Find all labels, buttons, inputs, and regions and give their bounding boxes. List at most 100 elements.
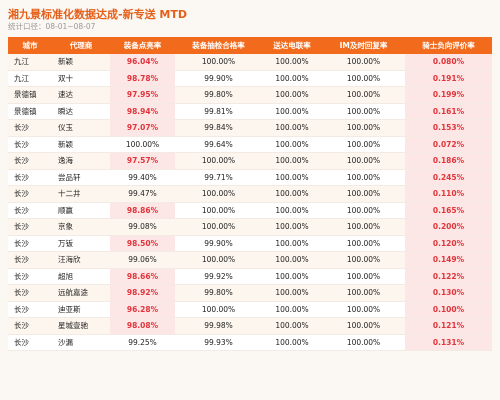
value-cell: 100.00% [262,218,322,236]
value-cell: 99.08% [110,218,175,236]
subtitle: 统计口径：08-01~08-07 [8,22,96,31]
value-cell: 100.00% [262,185,322,203]
value-cell: 99.25% [110,334,175,351]
text-cell: 九江 [8,54,52,71]
value-cell: 0.200% [405,218,492,236]
value-cell: 100.00% [262,103,322,120]
value-cell: 100.00% [262,284,322,302]
column-header: 骑士负向评价率 [405,37,492,54]
value-cell: 100.00% [322,235,405,252]
value-cell: 99.64% [175,136,262,153]
text-cell: 长沙 [8,218,52,236]
text-cell: 瞬达 [52,103,110,120]
value-cell: 100.00% [322,301,405,318]
text-cell: 长沙 [8,284,52,302]
value-cell: 100.00% [262,301,322,318]
table-row: 长沙 超旭 98.66% 99.92% 100.00% 100.00% 0.122% [8,268,492,285]
table-row: 长沙 逸海 97.57% 100.00% 100.00% 100.00% 0.186% [8,152,492,170]
value-cell: 0.245% [405,169,492,186]
value-cell: 100.00% [175,54,262,71]
text-cell: 长沙 [8,251,52,269]
table-row: 九江 新颖 96.04% 100.00% 100.00% 100.00% 0.080% [8,54,492,71]
text-cell: 长沙 [8,136,52,153]
value-cell: 0.121% [405,317,492,335]
text-cell: 汪海欣 [52,251,110,269]
value-cell: 100.00% [322,284,405,302]
text-cell: 长沙 [8,268,52,285]
value-cell: 0.191% [405,70,492,87]
value-cell: 0.149% [405,251,492,269]
table-row: 长沙 十二井 99.47% 100.00% 100.00% 100.00% 0.110% [8,185,492,203]
value-cell: 100.00% [175,152,262,170]
value-cell: 100.00% [262,334,322,351]
value-cell: 97.57% [110,152,175,170]
value-cell: 99.80% [175,284,262,302]
text-cell: 速达 [52,86,110,104]
value-cell: 99.40% [110,169,175,186]
text-cell: 长沙 [8,235,52,252]
value-cell: 99.81% [175,103,262,120]
text-cell: 长沙 [8,202,52,219]
table-body: 九江 新颖 96.04% 100.00% 100.00% 100.00% 0.080% 九江双… [8,54,492,351]
value-cell: 99.90% [175,70,262,87]
value-cell: 0.199% [405,86,492,104]
value-cell: 97.07% [110,119,175,137]
table-row: 长沙 尝品轩 99.40% 99.71% 100.00% 100.00% 0.245% [8,169,492,186]
value-cell: 98.78% [110,70,175,87]
value-cell: 0.072% [405,136,492,153]
value-cell: 100.00% [322,86,405,104]
table-row: 长沙 迪亚斯 96.28% 100.00% 100.00% 100.00% 0.100% [8,301,492,318]
value-cell: 100.00% [262,86,322,104]
table-row: 长沙 沙漏 99.25% 99.93% 100.00% 100.00% 0.131% [8,334,492,351]
value-cell: 100.00% [262,169,322,186]
value-cell: 100.00% [322,119,405,137]
text-cell: 沙漏 [52,334,110,351]
column-header: 代理商 [52,37,110,54]
value-cell: 0.186% [405,152,492,170]
value-cell: 100.00% [262,152,322,170]
text-cell: 长沙 [8,119,52,137]
value-cell: 100.00% [322,202,405,219]
value-cell: 99.80% [175,86,262,104]
value-cell: 100.00% [322,268,405,285]
text-cell: 长沙 [8,152,52,170]
table-row: 长沙 星城壹驰 98.08% 99.98% 100.00% 100.00% 0.121% [8,317,492,335]
value-cell: 100.00% [322,136,405,153]
value-cell: 99.90% [175,235,262,252]
value-cell: 100.00% [322,334,405,351]
value-cell: 99.93% [175,334,262,351]
table-row: 长沙 仪玉 97.07% 99.84% 100.00% 100.00% 0.153% [8,119,492,137]
value-cell: 0.120% [405,235,492,252]
table-row: 长沙 顺赢 98.86% 100.00% 100.00% 100.00% 0.165% [8,202,492,219]
value-cell: 96.28% [110,301,175,318]
value-cell: 97.95% [110,86,175,104]
value-cell: 0.130% [405,284,492,302]
value-cell: 100.00% [262,54,322,71]
value-cell: 100.00% [175,301,262,318]
text-cell: 长沙 [8,317,52,335]
text-cell: 景德镇 [8,103,52,120]
value-cell: 0.131% [405,334,492,351]
value-cell: 100.00% [322,185,405,203]
value-cell: 99.98% [175,317,262,335]
table-row: 长沙 万钣 98.50% 99.90% 100.00% 100.00% 0.120% [8,235,492,252]
column-header: 城市 [8,37,52,54]
value-cell: 100.00% [110,136,175,153]
column-header: 装备抽检合格率 [175,37,262,54]
value-cell: 100.00% [322,317,405,335]
text-cell: 新颖 [52,136,110,153]
column-header: 装备点亮率 [110,37,175,54]
value-cell: 0.122% [405,268,492,285]
text-cell: 京象 [52,218,110,236]
value-cell: 100.00% [322,103,405,120]
value-cell: 98.66% [110,268,175,285]
value-cell: 100.00% [175,218,262,236]
value-cell: 99.47% [110,185,175,203]
value-cell: 0.153% [405,119,492,137]
text-cell: 远航嘉途 [52,284,110,302]
value-cell: 98.86% [110,202,175,219]
value-cell: 100.00% [322,251,405,269]
table-row: 九江 双十 98.78% 99.90% 100.00% 100.00% 0.191% [8,70,492,87]
text-cell: 九江 [8,70,52,87]
text-cell: 顺赢 [52,202,110,219]
